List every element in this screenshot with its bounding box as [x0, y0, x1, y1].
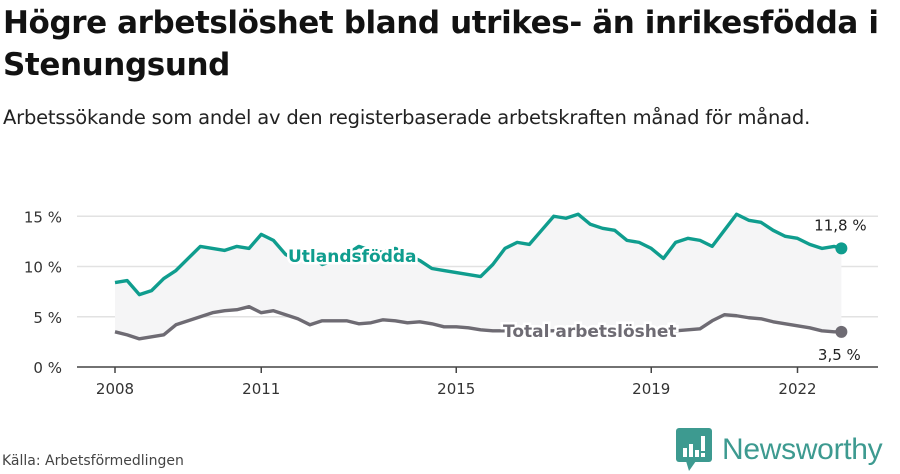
utlandsfodda-end-label: 11,8 % — [814, 216, 866, 234]
total-series-label: Total arbetslöshet — [503, 322, 677, 342]
utlandsfodda-series-label: Utlandsfödda — [288, 247, 417, 267]
y-tick-label: 15 % — [24, 208, 62, 226]
y-tick-label: 5 % — [33, 309, 62, 327]
utlandsfodda-line — [114, 212, 842, 297]
x-tick-label: 2008 — [96, 380, 134, 398]
bar-chart-speech-bubble-icon — [676, 428, 712, 471]
logo-text: Newsworthy — [722, 433, 883, 466]
x-axis-ticks: 2008 2011 2015 2019 2022 — [96, 367, 817, 398]
total-end-dot — [835, 325, 848, 338]
x-tick-label: 2019 — [632, 380, 670, 398]
y-axis-labels: 0 % 5 % 10 % 15 % — [24, 208, 62, 377]
total-line — [114, 305, 842, 341]
y-tick-label: 0 % — [33, 359, 62, 377]
source-note: Källa: Arbetsförmedlingen — [2, 453, 184, 469]
utlandsfodda-end-dot — [835, 242, 848, 255]
x-tick-label: 2011 — [242, 380, 280, 398]
x-tick-label: 2022 — [778, 380, 816, 398]
page-title: Högre arbetslöshet bland utrikes- än inr… — [3, 5, 879, 83]
page-subtitle: Arbetssökande som andel av den registerb… — [3, 106, 811, 129]
y-tick-label: 10 % — [24, 259, 62, 277]
newsworthy-logo[interactable]: Newsworthy — [676, 428, 883, 472]
x-tick-label: 2015 — [437, 380, 475, 398]
total-end-label: 3,5 % — [818, 346, 861, 364]
line-chart: 0 % 5 % 10 % 15 % 11,8 % 3,5 % Utlandsfödda… — [24, 208, 878, 398]
